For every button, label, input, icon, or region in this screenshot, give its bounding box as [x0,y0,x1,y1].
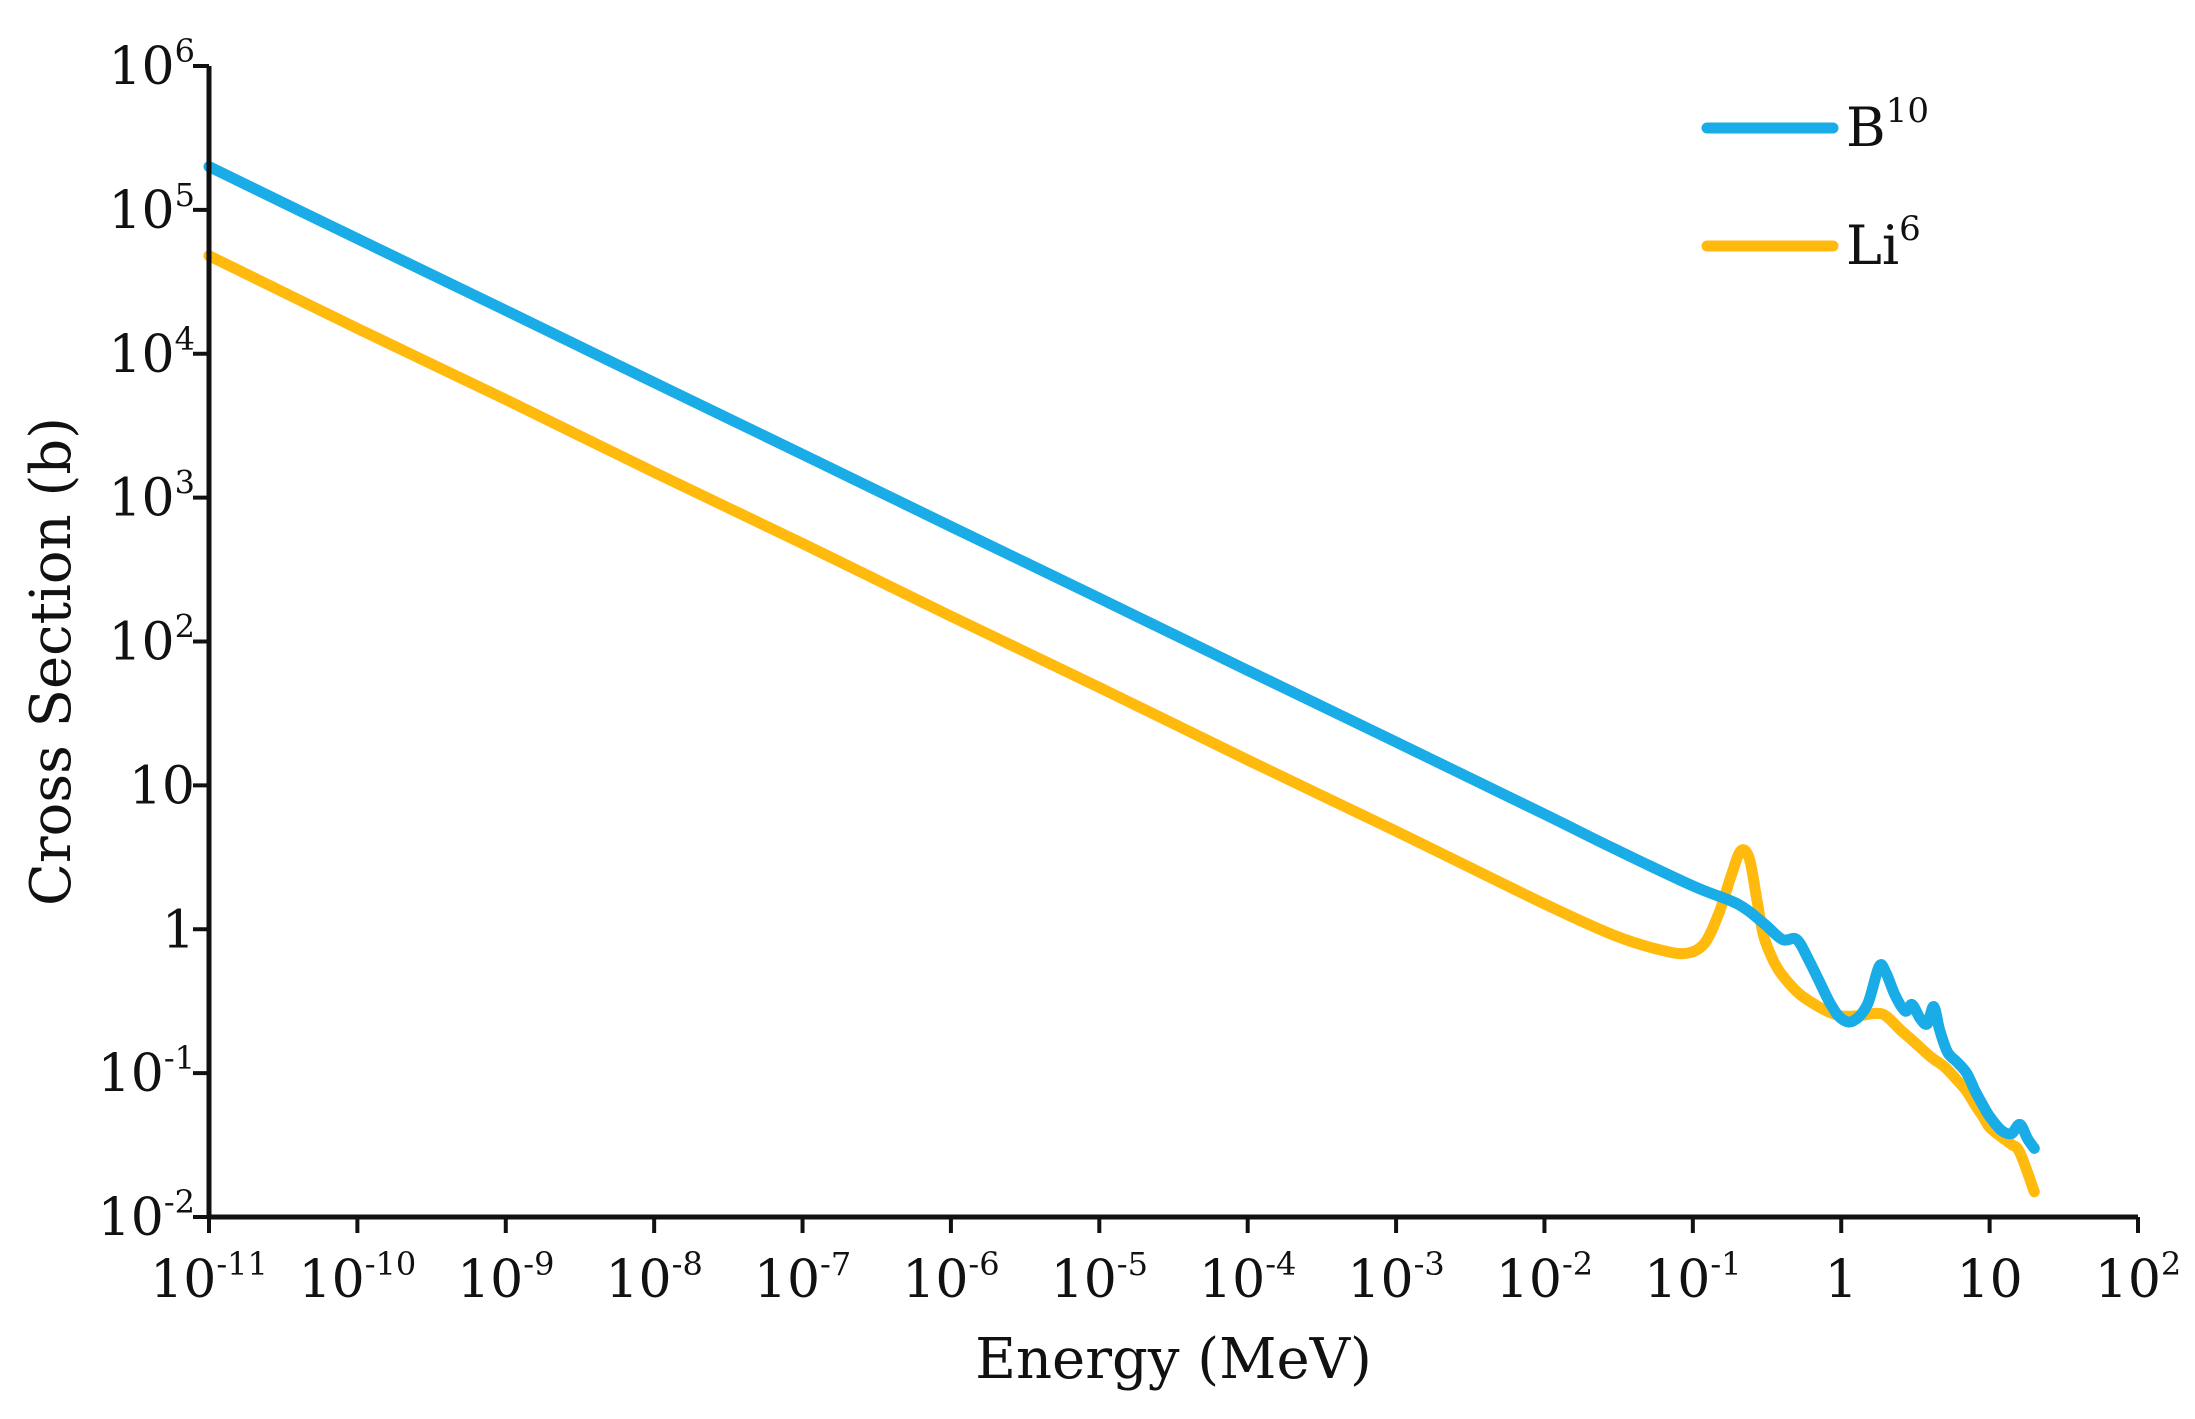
x-tick-base: 10 [1644,1250,1710,1310]
y-tick-base: 10 [108,613,174,673]
y-tick-exponent: 2 [175,608,195,646]
legend-element-symbol: B [1846,96,1886,159]
x-tick-label: 10-1 [1644,1245,1741,1310]
y-tick-base: 10 [129,756,195,816]
x-tick-exponent: -8 [672,1245,703,1283]
x-tick-base: 10 [754,1250,820,1310]
x-tick-exponent: -4 [1265,1245,1296,1283]
x-tick-exponent: -3 [1414,1245,1445,1283]
series-layer [203,161,2040,1198]
legend-element-symbol: Li [1846,214,1899,277]
y-tick-base: 1 [162,900,195,960]
y-tick-label: 106 [108,32,195,97]
y-tick-exponent: 3 [175,464,195,502]
legend-label-li6: Li6 [1846,209,1921,277]
x-tick-label: 102 [2095,1245,2182,1310]
x-tick-base: 10 [1496,1250,1562,1310]
y-tick-label: 10 [129,756,195,816]
x-tick-exponent: -11 [216,1245,268,1283]
x-tick-base: 10 [299,1250,365,1310]
x-tick-label: 10-4 [1199,1245,1296,1310]
x-tick-label: 10-8 [605,1245,702,1310]
y-tick-base: 10 [98,1188,164,1248]
x-tick-label: 10-6 [902,1245,999,1310]
y-tick-label: 1 [162,900,195,960]
y-tick-exponent: 6 [175,32,195,70]
x-tick-base: 10 [605,1250,671,1310]
y-tick-base: 10 [98,1044,164,1104]
y-tick-label: 103 [108,464,195,529]
x-tick-exponent: -10 [365,1245,417,1283]
y-tick-base: 10 [108,37,174,97]
x-tick-label: 10-10 [299,1245,417,1310]
y-tick-exponent: -2 [164,1183,195,1221]
x-tick-base: 10 [1051,1250,1117,1310]
y-tick-label: 10-1 [98,1039,195,1104]
x-tick-label: 10-2 [1496,1245,1593,1310]
y-axis-title: Cross Section (b) [19,417,84,906]
x-tick-base: 1 [1825,1250,1858,1310]
x-tick-label: 10-7 [754,1245,851,1310]
y-tick-base: 10 [108,469,174,529]
x-tick-label: 10-5 [1051,1245,1148,1310]
y-tick-label: 105 [108,176,195,241]
x-tick-exponent: -2 [1562,1245,1593,1283]
legend-mass-number: 6 [1899,209,1921,249]
y-tick-base: 10 [108,325,174,385]
y-tick-label: 102 [108,608,195,673]
x-tick-label: 10-3 [1347,1245,1444,1310]
y-tick-exponent: -1 [164,1039,195,1077]
x-tick-exponent: -9 [523,1245,554,1283]
x-tick-exponent: -7 [820,1245,851,1283]
x-tick-label: 10-11 [150,1245,268,1310]
series-line-b10 [203,161,2040,1154]
x-tick-label: 10-9 [457,1245,554,1310]
y-tick-label: 104 [108,320,195,385]
x-tick-exponent: 2 [2161,1245,2181,1283]
x-tick-base: 10 [457,1250,523,1310]
x-tick-base: 10 [902,1250,968,1310]
x-tick-exponent: -6 [968,1245,999,1283]
x-tick-label: 1 [1825,1250,1858,1310]
x-tick-label: 10 [1957,1250,2023,1310]
x-tick-base: 10 [150,1250,216,1310]
x-tick-base: 10 [1347,1250,1413,1310]
x-axis-ticks: 10-11 10-10 10-9 10-8 10-7 10-6 10-5 10-4 10-3 10… [150,1217,2181,1310]
x-tick-base: 10 [1199,1250,1265,1310]
legend-mass-number: 10 [1886,91,1929,131]
x-tick-base: 10 [2095,1250,2161,1310]
y-tick-label: 10-2 [98,1183,195,1248]
legend: B10 Li6 [1701,91,1929,277]
x-axis-title: Energy (MeV) [975,1327,1372,1392]
series-line-li6 [203,250,2040,1198]
x-tick-exponent: -1 [1710,1245,1741,1283]
y-tick-exponent: 5 [175,176,195,214]
x-tick-exponent: -5 [1117,1245,1148,1283]
legend-label-b10: B10 [1846,91,1929,159]
y-tick-base: 10 [108,181,174,241]
y-tick-exponent: 4 [175,320,195,358]
x-tick-base: 10 [1957,1250,2023,1310]
